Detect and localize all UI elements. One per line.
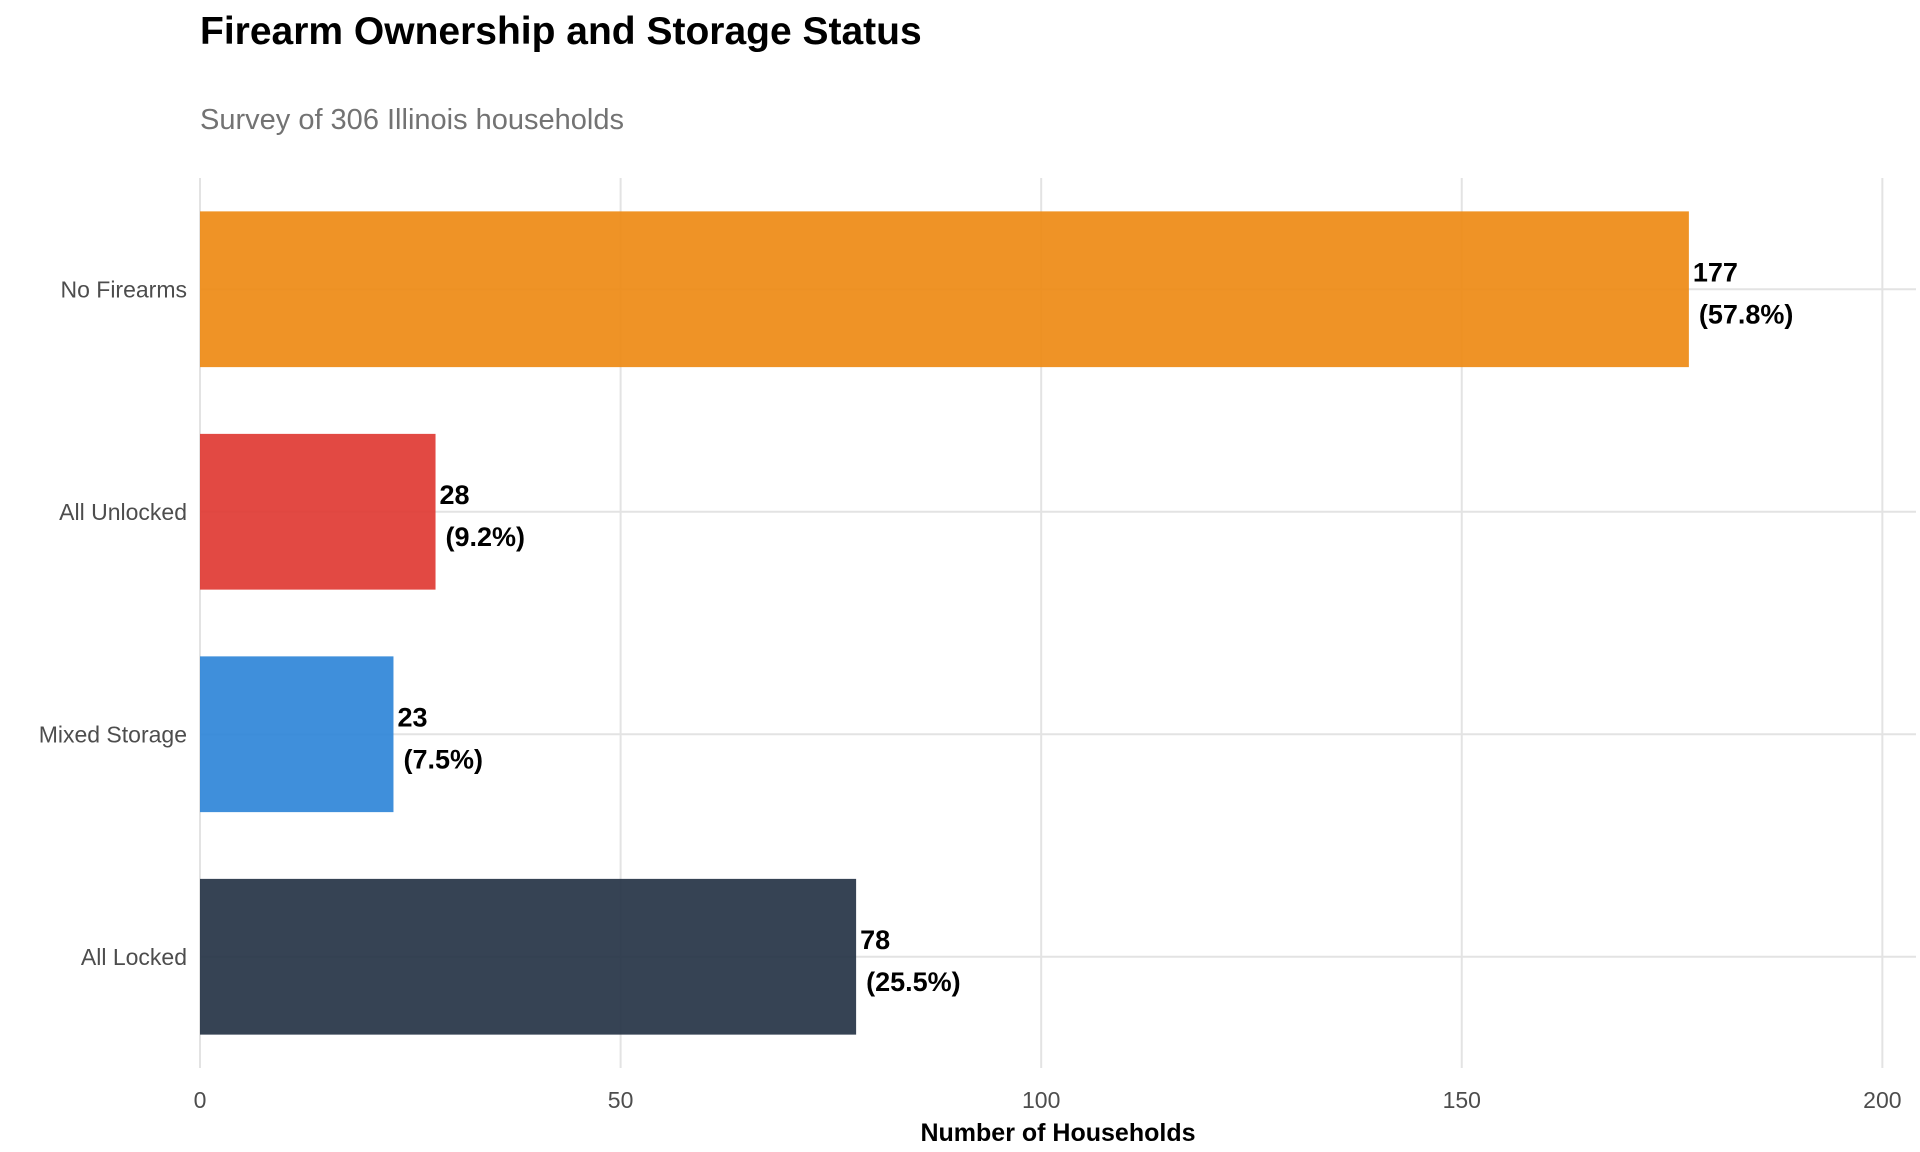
- x-axis-title: Number of Households: [920, 1119, 1195, 1147]
- value-label: 78: [860, 925, 890, 955]
- chart-title: Firearm Ownership and Storage Status: [200, 10, 922, 53]
- x-tick-label: 0: [194, 1087, 207, 1113]
- bar: [200, 211, 1689, 368]
- bar: [200, 878, 857, 1035]
- category-label: No Firearms: [60, 276, 187, 302]
- x-tick-label: 50: [608, 1087, 634, 1113]
- bar: [200, 433, 436, 590]
- percent-label: (57.8%): [1699, 299, 1794, 329]
- x-tick-label: 150: [1443, 1087, 1481, 1113]
- x-tick-label: 100: [1022, 1087, 1060, 1113]
- category-label: All Locked: [81, 944, 187, 970]
- category-label: Mixed Storage: [39, 721, 187, 747]
- chart-subtitle: Survey of 306 Illinois households: [200, 104, 624, 136]
- percent-label: (9.2%): [446, 522, 526, 552]
- percent-label: (7.5%): [403, 744, 483, 774]
- bar: [200, 656, 394, 813]
- x-tick-label: 200: [1863, 1087, 1901, 1113]
- percent-label: (25.5%): [866, 967, 961, 997]
- category-label: All Unlocked: [59, 499, 187, 525]
- value-label: 28: [440, 480, 470, 510]
- value-label: 177: [1693, 257, 1738, 287]
- value-label: 23: [397, 702, 427, 732]
